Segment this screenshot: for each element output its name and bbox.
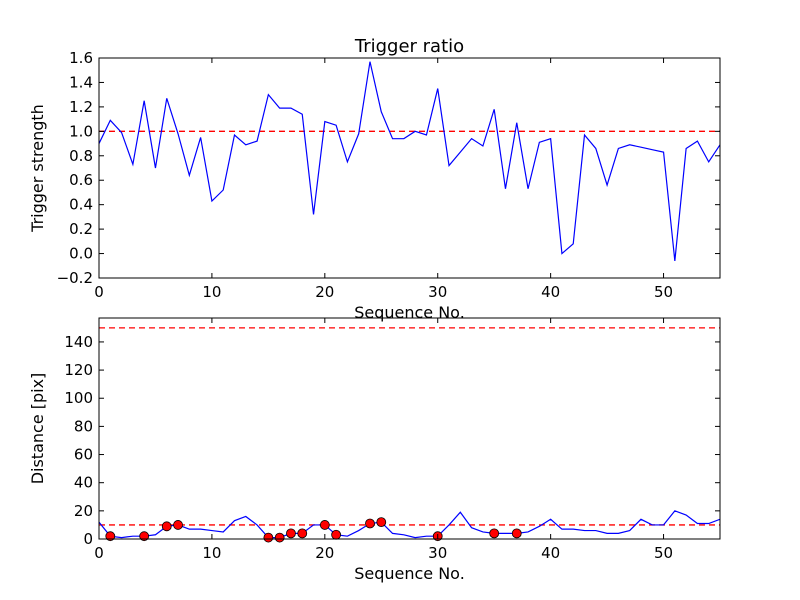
chart-1-series-line	[99, 510, 720, 539]
chart-1-marker-point	[511, 528, 522, 539]
plots-layer: 0 10 20 30 40 50 −0.2 0.0 0.2 0.4 0.6 0.8 1.0 1.2 1.4 1…	[28, 36, 721, 583]
chart-1-group: 0 10 20 30 40 50 0 20 40 60 80 100 120 140 Sequence No…	[28, 317, 721, 583]
chart-0-y-axis-label: Trigger strength	[28, 104, 47, 233]
chart-0-group: 0 10 20 30 40 50 −0.2 0.0 0.2 0.4 0.6 0.8 1.0 1.2 1.4 1…	[28, 36, 721, 322]
chart-1-marker-point	[263, 532, 274, 543]
chart-1-y-tick-label: 100	[64, 389, 93, 407]
chart-1-y-tick-label: 80	[74, 417, 93, 435]
chart-1-marker-point	[297, 528, 308, 539]
chart-1-marker-point	[331, 529, 342, 540]
chart-0-title: Trigger ratio	[354, 36, 464, 57]
chart-1-plot-frame	[98, 317, 721, 540]
chart-1-x-tick-label: 30	[428, 544, 447, 562]
chart-0-x-tick-label: 10	[202, 283, 221, 301]
chart-0-y-tick-label: 1.2	[69, 98, 93, 116]
chart-1-marker-point	[319, 520, 330, 530]
chart-1-marker-point	[286, 528, 296, 539]
chart-1-y-tick-label: 40	[74, 474, 93, 492]
chart-0-y-tick-label: 0.6	[69, 171, 93, 189]
chart-0-y-tick-label: 1.0	[69, 122, 93, 140]
chart-1-marker-point	[161, 521, 172, 532]
chart-1-y-tick-label: 20	[74, 502, 93, 520]
chart-1-x-tick-label: 50	[654, 544, 673, 562]
chart-0-x-tick-label: 40	[541, 283, 560, 301]
chart-0-x-axis-label: Sequence No.	[354, 303, 465, 322]
chart-1-x-tick-label: 20	[315, 544, 334, 562]
chart-0-series-line	[99, 61, 720, 261]
chart-1-x-tick-label: 0	[94, 544, 104, 562]
chart-1-y-tick-label: 0	[83, 530, 93, 548]
chart-0-y-tick-label: 0.8	[69, 147, 93, 165]
chart-1-marker-point	[274, 532, 285, 543]
chart-1-marker-point	[489, 528, 500, 539]
chart-0-x-tick-label: 30	[428, 283, 447, 301]
chart-1-y-tick-label: 60	[74, 446, 93, 464]
chart-0-x-tick-label: 0	[94, 283, 104, 301]
chart-1-x-tick-label: 40	[541, 544, 560, 562]
chart-0-plot-frame	[98, 57, 721, 279]
chart-0-y-tick-label: 0.0	[69, 245, 93, 263]
chart-1-x-tick-label: 10	[202, 544, 221, 562]
chart-1-x-axis-label: Sequence No.	[354, 564, 465, 583]
chart-0-x-tick-label: 20	[315, 283, 334, 301]
chart-0-y-tick-label: 0.2	[69, 220, 93, 238]
chart-1-marker-point	[139, 531, 150, 542]
chart-0-y-tick-label: −0.2	[57, 269, 93, 287]
chart-1-marker-point	[173, 520, 183, 530]
chart-0-y-tick-label: 1.4	[69, 73, 93, 91]
chart-0-y-tick-label: 0.4	[69, 196, 93, 214]
chart-0-y-tick-label: 1.6	[69, 49, 93, 67]
chart-0-x-tick-label: 50	[654, 283, 673, 301]
chart-1-marker-point	[365, 518, 375, 529]
chart-1-y-tick-label: 120	[64, 361, 93, 379]
chart-1-y-tick-label: 140	[64, 333, 93, 351]
chart-1-y-axis-label: Distance [pix]	[28, 373, 47, 485]
chart-1-marker-point	[105, 531, 116, 542]
chart-1-marker-point	[376, 517, 387, 528]
